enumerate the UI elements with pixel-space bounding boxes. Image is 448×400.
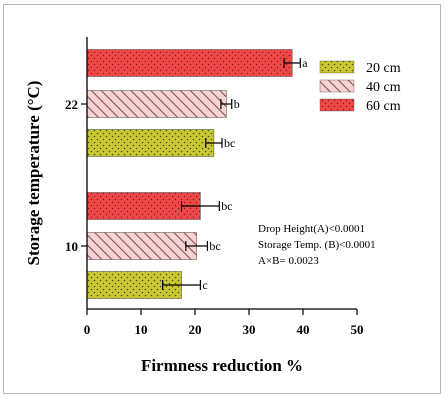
legend-swatch-20cm xyxy=(319,60,355,74)
y-tick-label-10: 10 xyxy=(65,239,78,254)
y-tick-label-22: 22 xyxy=(65,97,78,112)
y-axis-title: Storage temperature (°C) xyxy=(24,81,43,266)
legend-label: 60 cm xyxy=(366,99,401,114)
significance-letter: bc xyxy=(224,136,235,150)
significance-letter: bc xyxy=(209,239,220,253)
x-tick-label: 30 xyxy=(243,322,256,337)
bar-22-20cm xyxy=(86,129,215,157)
x-axis-title: Firmness reduction % xyxy=(141,356,303,375)
annotation-line-2: Storage Temp. (B)<0.0001 xyxy=(258,239,376,251)
error-bar xyxy=(205,138,223,148)
legend-label: 20 cm xyxy=(366,61,401,76)
error-bar xyxy=(180,201,220,211)
x-tick-label: 40 xyxy=(297,322,310,337)
error-bar xyxy=(220,99,233,109)
x-tick-label: 0 xyxy=(84,322,91,337)
annotation-line-3: A×B= 0.0023 xyxy=(258,255,319,267)
legend-swatch-40cm xyxy=(319,79,355,93)
legend: 20 cm 40 cm 60 cm xyxy=(319,60,401,114)
annotation-line-1: Drop Height(A)<0.0001 xyxy=(258,223,365,235)
error-bar xyxy=(185,241,209,251)
bar-22-40cm xyxy=(86,90,227,118)
error-bar xyxy=(283,58,301,68)
x-tick-label: 50 xyxy=(351,322,364,337)
stats-annotation: Drop Height(A)<0.0001 Storage Temp. (B)<… xyxy=(258,223,376,267)
x-tick-label: 10 xyxy=(135,322,148,337)
bar-10-40cm xyxy=(86,232,197,260)
bar-22-60cm xyxy=(86,49,293,77)
significance-letter: c xyxy=(202,278,207,292)
error-bar xyxy=(162,280,201,290)
x-tick-label: 20 xyxy=(189,322,202,337)
legend-label: 40 cm xyxy=(366,80,401,95)
significance-letter: b xyxy=(234,97,240,111)
legend-swatch-60cm xyxy=(319,98,355,112)
significance-letter: a xyxy=(302,56,308,70)
significance-letter: bc xyxy=(221,199,232,213)
